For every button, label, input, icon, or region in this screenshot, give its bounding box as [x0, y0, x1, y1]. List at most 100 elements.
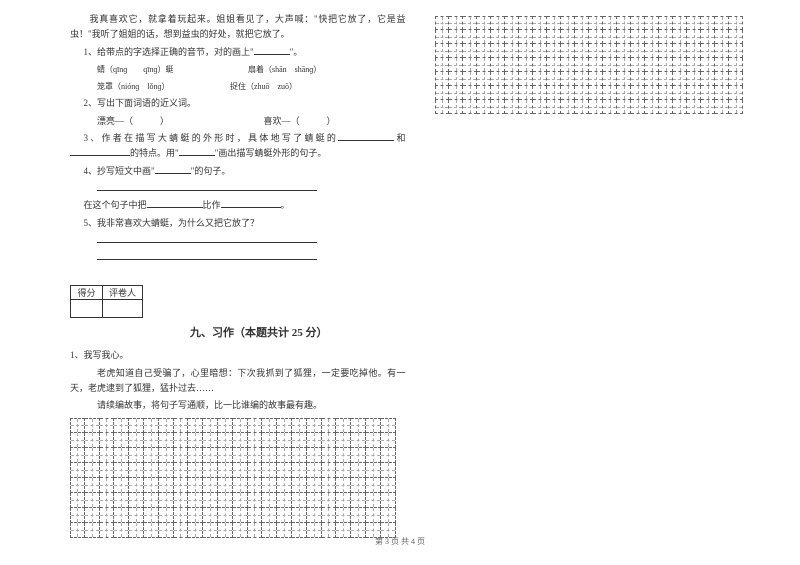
grid-cell[interactable] — [262, 478, 277, 493]
grid-cell[interactable] — [687, 16, 701, 30]
grid-cell[interactable] — [547, 44, 561, 58]
grid-cell[interactable] — [203, 433, 218, 448]
grid-cell[interactable] — [188, 493, 203, 508]
q5-blank2[interactable] — [97, 250, 317, 260]
grid-cell[interactable] — [561, 30, 575, 44]
grid-cell[interactable] — [159, 418, 174, 433]
grid-cell[interactable] — [248, 448, 263, 463]
grid-cell[interactable] — [617, 72, 631, 86]
grid-cell[interactable] — [547, 58, 561, 72]
grid-cell[interactable] — [477, 100, 491, 114]
grid-cell[interactable] — [70, 433, 85, 448]
grid-cell[interactable] — [381, 493, 396, 508]
grid-cell[interactable] — [701, 58, 715, 72]
grid-cell[interactable] — [617, 86, 631, 100]
grid-cell[interactable] — [188, 508, 203, 523]
grid-cell[interactable] — [617, 44, 631, 58]
grid-cell[interactable] — [336, 418, 351, 433]
grid-cell[interactable] — [533, 100, 547, 114]
grid-cell[interactable] — [144, 493, 159, 508]
grid-cell[interactable] — [729, 100, 743, 114]
grid-cell[interactable] — [159, 493, 174, 508]
grid-cell[interactable] — [262, 418, 277, 433]
grid-cell[interactable] — [366, 463, 381, 478]
grid-cell[interactable] — [701, 72, 715, 86]
grid-cell[interactable] — [159, 433, 174, 448]
grid-cell[interactable] — [262, 463, 277, 478]
grid-cell[interactable] — [381, 478, 396, 493]
grid-cell[interactable] — [477, 86, 491, 100]
grid-cell[interactable] — [575, 86, 589, 100]
grid-cell[interactable] — [701, 16, 715, 30]
grid-cell[interactable] — [435, 86, 449, 100]
grid-cell[interactable] — [715, 100, 729, 114]
grid-cell[interactable] — [505, 44, 519, 58]
grid-cell[interactable] — [144, 463, 159, 478]
grid-cell[interactable] — [351, 478, 366, 493]
grid-cell[interactable] — [729, 16, 743, 30]
grid-cell[interactable] — [248, 418, 263, 433]
grid-cell[interactable] — [292, 478, 307, 493]
grid-cell[interactable] — [617, 30, 631, 44]
grid-cell[interactable] — [322, 493, 337, 508]
grid-cell[interactable] — [322, 433, 337, 448]
grid-cell[interactable] — [659, 58, 673, 72]
grid-cell[interactable] — [233, 493, 248, 508]
grid-cell[interactable] — [262, 508, 277, 523]
grid-cell[interactable] — [561, 86, 575, 100]
grid-cell[interactable] — [463, 58, 477, 72]
grid-cell[interactable] — [100, 433, 115, 448]
grid-cell[interactable] — [322, 448, 337, 463]
grid-cell[interactable] — [248, 508, 263, 523]
grid-cell[interactable] — [381, 418, 396, 433]
grid-cell[interactable] — [351, 508, 366, 523]
grid-cell[interactable] — [729, 58, 743, 72]
score-cell-2[interactable] — [103, 300, 143, 318]
grid-cell[interactable] — [435, 16, 449, 30]
grid-cell[interactable] — [203, 463, 218, 478]
grid-cell[interactable] — [366, 478, 381, 493]
grid-cell[interactable] — [262, 433, 277, 448]
grid-cell[interactable] — [645, 86, 659, 100]
grid-cell[interactable] — [477, 44, 491, 58]
grid-cell[interactable] — [322, 418, 337, 433]
grid-cell[interactable] — [144, 508, 159, 523]
grid-cell[interactable] — [159, 508, 174, 523]
grid-cell[interactable] — [248, 463, 263, 478]
grid-cell[interactable] — [505, 16, 519, 30]
grid-cell[interactable] — [505, 86, 519, 100]
grid-cell[interactable] — [174, 433, 189, 448]
grid-cell[interactable] — [561, 58, 575, 72]
grid-cell[interactable] — [381, 448, 396, 463]
grid-cell[interactable] — [547, 72, 561, 86]
grid-cell[interactable] — [218, 463, 233, 478]
grid-cell[interactable] — [218, 478, 233, 493]
grid-cell[interactable] — [174, 478, 189, 493]
grid-cell[interactable] — [491, 44, 505, 58]
grid-cell[interactable] — [673, 86, 687, 100]
grid-cell[interactable] — [85, 418, 100, 433]
grid-cell[interactable] — [307, 433, 322, 448]
grid-cell[interactable] — [533, 86, 547, 100]
grid-cell[interactable] — [277, 463, 292, 478]
grid-cell[interactable] — [673, 72, 687, 86]
grid-cell[interactable] — [292, 448, 307, 463]
grid-cell[interactable] — [589, 86, 603, 100]
grid-cell[interactable] — [645, 72, 659, 86]
score-cell-1[interactable] — [71, 300, 103, 318]
q3-blank1[interactable] — [338, 131, 394, 141]
grid-cell[interactable] — [519, 72, 533, 86]
grid-cell[interactable] — [233, 508, 248, 523]
grid-cell[interactable] — [292, 433, 307, 448]
grid-cell[interactable] — [351, 433, 366, 448]
grid-cell[interactable] — [673, 58, 687, 72]
grid-cell[interactable] — [174, 463, 189, 478]
grid-cell[interactable] — [129, 508, 144, 523]
grid-cell[interactable] — [575, 100, 589, 114]
grid-cell[interactable] — [100, 418, 115, 433]
grid-cell[interactable] — [589, 58, 603, 72]
grid-cell[interactable] — [233, 463, 248, 478]
grid-cell[interactable] — [188, 433, 203, 448]
grid-cell[interactable] — [729, 72, 743, 86]
grid-cell[interactable] — [575, 44, 589, 58]
